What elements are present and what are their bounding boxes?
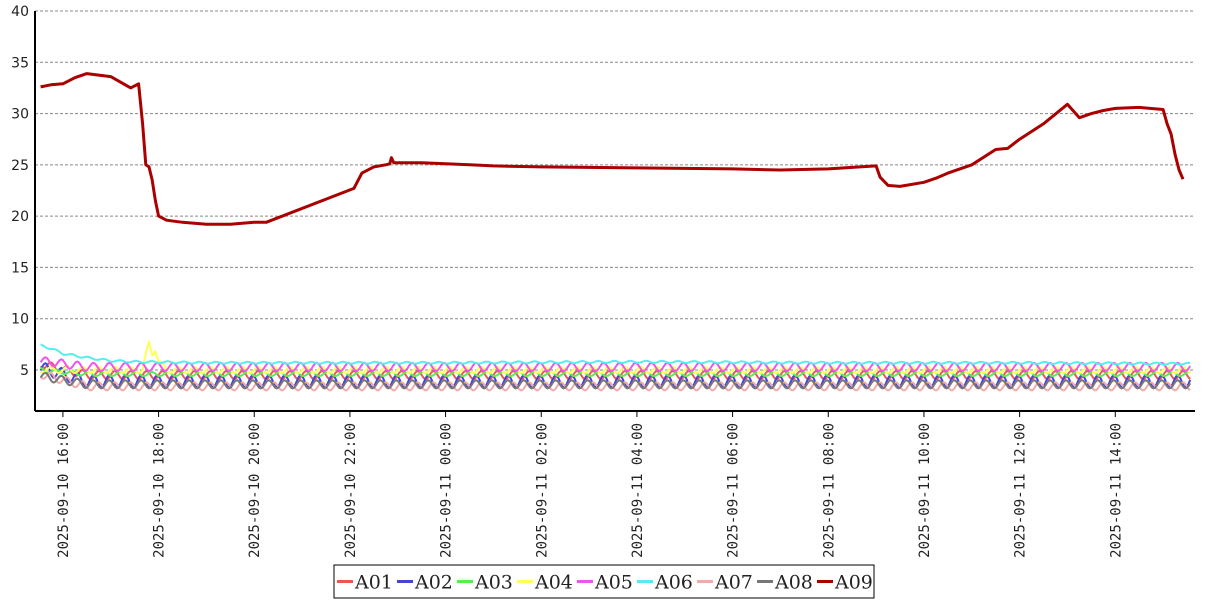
- legend-label: A07: [714, 572, 753, 594]
- x-tick-label: 2025-09-11 12:00: [1013, 423, 1029, 558]
- legend-label: A04: [534, 572, 573, 594]
- y-tick-label: 30: [11, 107, 29, 123]
- x-tick-label: 2025-09-11 14:00: [1108, 423, 1124, 558]
- y-tick-label: 40: [11, 4, 29, 20]
- series-line-a02: [39, 362, 1192, 389]
- y-tick-label: 10: [11, 312, 29, 328]
- x-tick-label: 2025-09-11 04:00: [630, 423, 646, 558]
- x-tick-label: 2025-09-11 08:00: [821, 423, 837, 558]
- x-tick-label: 2025-09-10 16:00: [56, 423, 72, 558]
- series-line-a05: [39, 356, 1192, 372]
- legend-label: A06: [654, 572, 693, 594]
- y-tick-label: 5: [20, 363, 29, 379]
- x-tick-label: 2025-09-10 22:00: [343, 423, 359, 558]
- axes: [34, 11, 1195, 412]
- x-tick-label: 2025-09-11 10:00: [917, 423, 933, 558]
- y-tick-labels: 5 10 15 20 25 30 35 40: [11, 4, 29, 379]
- legend-label: A05: [594, 572, 633, 594]
- x-tick-labels: 2025-09-10 16:00 2025-09-10 18:00 2025-09-…: [56, 411, 1124, 558]
- y-tick-label: 20: [11, 209, 29, 225]
- series-lines: [39, 72, 1192, 392]
- legend-label: A03: [474, 572, 513, 594]
- y-tick-label: 35: [11, 55, 29, 71]
- y-tick-label: 15: [11, 260, 29, 276]
- legend: A01 A02 A03 A04 A05 A06 A07 A08 A09: [333, 564, 875, 599]
- x-tick-label: 2025-09-10 20:00: [247, 423, 263, 558]
- legend-label: A01: [354, 572, 393, 594]
- legend-box: [333, 564, 875, 599]
- x-tick-label: 2025-09-10 18:00: [152, 423, 168, 558]
- series-line-a07: [39, 371, 1191, 392]
- series-line-a09: [40, 72, 1185, 226]
- legend-label: A02: [414, 572, 453, 594]
- x-tick-label: 2025-09-11 00:00: [439, 423, 455, 558]
- series-line-a08: [39, 371, 1192, 390]
- y-tick-label: 25: [11, 158, 29, 174]
- series-line-a04: [40, 340, 1191, 374]
- x-tick-label: 2025-09-11 02:00: [534, 423, 550, 558]
- legend-label: A08: [774, 572, 813, 594]
- series-line-a06: [40, 343, 1191, 366]
- x-tick-label: 2025-09-11 06:00: [726, 423, 742, 558]
- gridlines: [35, 10, 1195, 371]
- legend-label: A09: [834, 572, 873, 594]
